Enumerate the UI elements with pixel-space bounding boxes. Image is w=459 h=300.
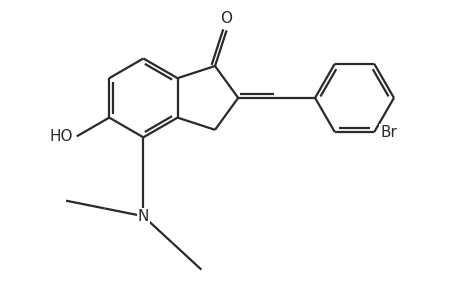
Text: N: N [137,209,149,224]
Text: HO: HO [49,129,73,144]
Text: O: O [220,11,232,26]
Text: Br: Br [379,124,396,140]
